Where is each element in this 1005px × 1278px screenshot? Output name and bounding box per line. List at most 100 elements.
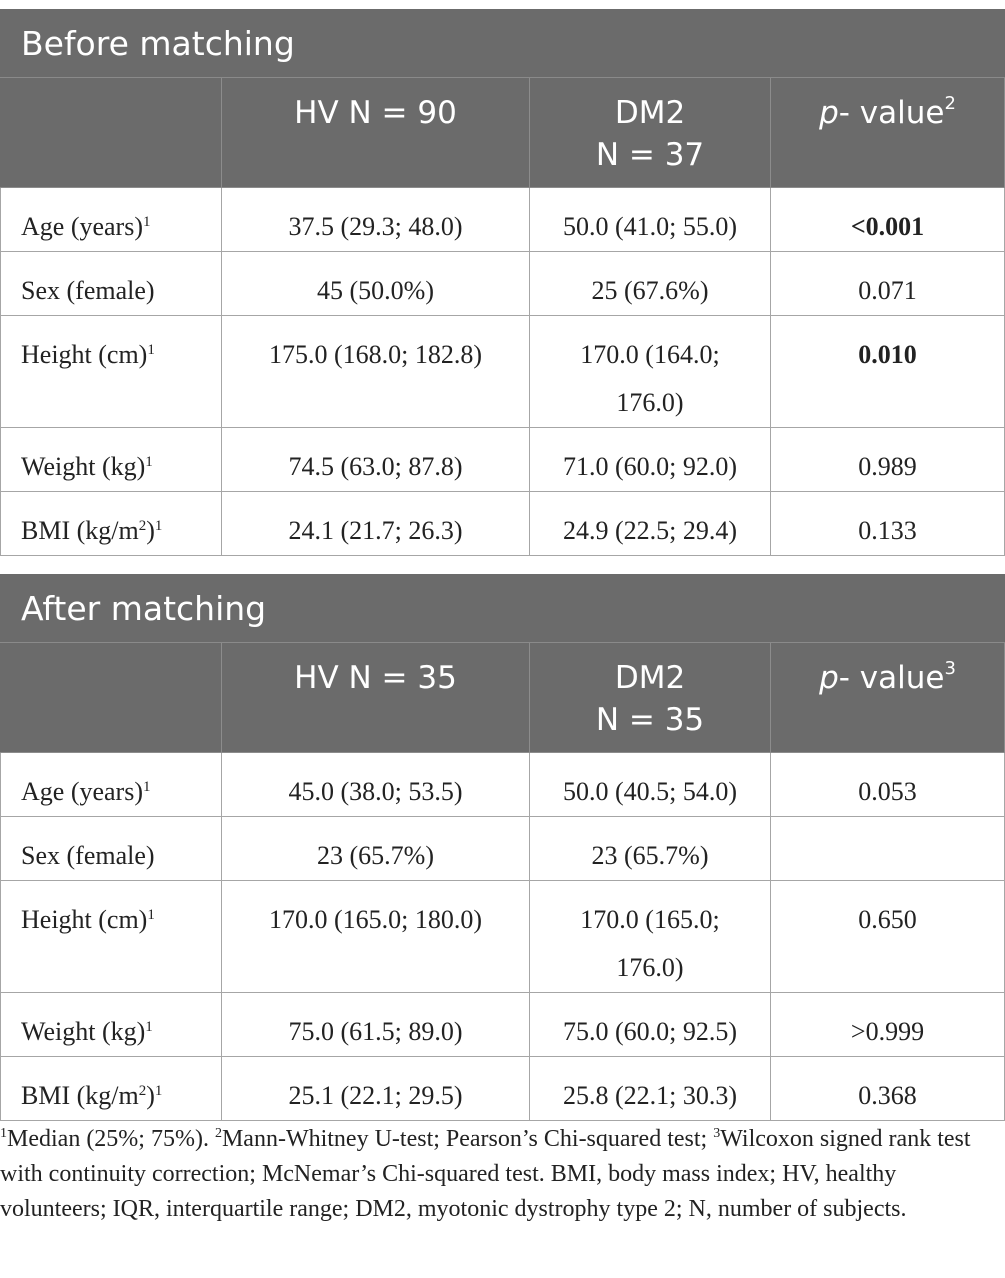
- cell-hv: 75.0 (61.5; 89.0): [221, 992, 530, 1057]
- cell-hv: 175.0 (168.0; 182.8): [221, 315, 530, 428]
- cell-pvalue: 0.071: [769, 251, 1005, 316]
- cell-dm2: 50.0 (41.0; 55.0): [529, 187, 771, 252]
- header-dm2-line2: N = 35: [595, 702, 705, 738]
- cell-pvalue: 0.133: [769, 491, 1005, 556]
- cell-hv: 24.1 (21.7; 26.3): [221, 491, 530, 556]
- row-label: BMI (kg/m2)1: [0, 491, 222, 556]
- cell-pvalue: 0.989: [769, 427, 1005, 492]
- row-label-text: Height (cm): [21, 340, 148, 369]
- row-label-sup: 1: [145, 454, 153, 470]
- header-pvalue-p: p: [819, 95, 839, 131]
- cell-hv: 25.1 (22.1; 29.5): [221, 1056, 530, 1121]
- header-hv: HV N = 90: [221, 77, 530, 188]
- header-dm2-line1: DM2: [614, 660, 686, 696]
- row-label-end: ): [146, 1081, 155, 1110]
- cell-pvalue: 0.368: [769, 1056, 1005, 1121]
- header-dm2: DM2 N = 35: [529, 642, 771, 753]
- row-label-text: Sex (female): [21, 276, 155, 305]
- header-dm2-line1: DM2: [614, 95, 686, 131]
- row-label-unit-sup: 2: [138, 518, 147, 534]
- row-label: Height (cm)1: [0, 880, 222, 993]
- cell-dm2: 24.9 (22.5; 29.4): [529, 491, 771, 556]
- cell-hv: 74.5 (63.0; 87.8): [221, 427, 530, 492]
- table-row-height: Height (cm)1 170.0 (165.0; 180.0) 170.0 …: [0, 880, 1005, 993]
- row-label: Weight (kg)1: [0, 992, 222, 1057]
- table-row-age: Age (years)1 45.0 (38.0; 53.5) 50.0 (40.…: [0, 752, 1005, 817]
- row-label-text: BMI (kg/m: [21, 1081, 139, 1110]
- row-label-text: Weight (kg): [21, 1017, 146, 1046]
- row-label-sup: 1: [147, 907, 155, 923]
- row-label: BMI (kg/m2)1: [0, 1056, 222, 1121]
- row-label-text: BMI (kg/m: [21, 516, 139, 545]
- cell-hv: 37.5 (29.3; 48.0): [221, 187, 530, 252]
- header-pvalue: p- value3: [769, 642, 1005, 753]
- row-label-sup: 1: [154, 1083, 163, 1099]
- row-label-text: Sex (female): [21, 841, 155, 870]
- footnote-text: Median (25%; 75%).: [7, 1126, 215, 1152]
- header-blank-cell: [0, 77, 222, 188]
- cell-pvalue: [769, 816, 1005, 881]
- cell-dm2: 75.0 (60.0; 92.5): [529, 992, 771, 1057]
- footnote-text: Wilcoxon signed rank test with continuit…: [0, 1126, 971, 1222]
- cell-dm2: 71.0 (60.0; 92.0): [529, 427, 771, 492]
- row-label-sup: 1: [154, 518, 163, 534]
- cell-dm2: 25.8 (22.1; 30.3): [529, 1056, 771, 1121]
- table-row-weight: Weight (kg)1 74.5 (63.0; 87.8) 71.0 (60.…: [0, 427, 1005, 492]
- row-label: Weight (kg)1: [0, 427, 222, 492]
- row-label-unit-sup: 2: [138, 1083, 147, 1099]
- table-row-weight: Weight (kg)1 75.0 (61.5; 89.0) 75.0 (60.…: [0, 992, 1005, 1057]
- cell-pvalue: 0.010: [769, 315, 1005, 428]
- table-row-sex: Sex (female) 45 (50.0%) 25 (67.6%) 0.071: [0, 251, 1005, 316]
- row-label: Age (years)1: [0, 187, 222, 252]
- cell-pvalue: 0.650: [769, 880, 1005, 993]
- table-title: Before matching: [0, 9, 1005, 78]
- footnote-sup: 1: [0, 1126, 7, 1141]
- table-title: After matching: [0, 574, 1005, 643]
- cell-pvalue: 0.053: [769, 752, 1005, 817]
- header-blank-cell: [0, 642, 222, 753]
- footnote-text: Mann-Whitney U-test; Pearson’s Chi-squar…: [221, 1126, 714, 1152]
- header-pvalue-text: - value: [838, 95, 945, 131]
- footnote-sup: 2: [214, 1126, 222, 1141]
- cell-dm2: 170.0 (165.0; 176.0): [529, 880, 771, 993]
- header-row: HV N = 90 DM2 N = 37 p- value2: [0, 77, 1005, 188]
- cell-pvalue: <0.001: [769, 187, 1005, 252]
- row-label-text: Age (years): [21, 777, 143, 806]
- row-label-text: Age (years): [21, 212, 143, 241]
- cell-dm2: 50.0 (40.5; 54.0): [529, 752, 771, 817]
- cell-hv: 23 (65.7%): [221, 816, 530, 881]
- cell-hv: 45 (50.0%): [221, 251, 530, 316]
- table-row-height: Height (cm)1 175.0 (168.0; 182.8) 170.0 …: [0, 315, 1005, 428]
- row-label-sup: 1: [143, 214, 151, 230]
- after-matching-table: After matching HV N = 35 DM2 N = 35 p- va…: [0, 574, 1005, 1121]
- header-pvalue-p: p: [819, 660, 839, 696]
- before-matching-table: Before matching HV N = 90 DM2 N = 37 p- v…: [0, 9, 1005, 556]
- header-dm2-line2: N = 37: [595, 137, 705, 173]
- table-footnote: 1Median (25%; 75%). 2Mann-Whitney U-test…: [0, 1122, 1004, 1227]
- cell-pvalue: >0.999: [769, 992, 1005, 1057]
- header-pvalue-text: - value: [838, 660, 945, 696]
- cell-dm2: 170.0 (164.0; 176.0): [529, 315, 771, 428]
- table-row-bmi: BMI (kg/m2)1 25.1 (22.1; 29.5) 25.8 (22.…: [0, 1056, 1005, 1121]
- cell-dm2: 25 (67.6%): [529, 251, 771, 316]
- row-label-sup: 1: [145, 1019, 153, 1035]
- row-label-text: Weight (kg): [21, 452, 146, 481]
- cell-hv: 170.0 (165.0; 180.0): [221, 880, 530, 993]
- row-label: Age (years)1: [0, 752, 222, 817]
- header-pvalue: p- value2: [769, 77, 1005, 188]
- row-label-text: Height (cm): [21, 905, 148, 934]
- row-label-sup: 1: [143, 779, 151, 795]
- row-label: Height (cm)1: [0, 315, 222, 428]
- table-row-bmi: BMI (kg/m2)1 24.1 (21.7; 26.3) 24.9 (22.…: [0, 491, 1005, 556]
- header-hv: HV N = 35: [221, 642, 530, 753]
- table-row-sex: Sex (female) 23 (65.7%) 23 (65.7%): [0, 816, 1005, 881]
- row-label: Sex (female): [0, 816, 222, 881]
- row-label-end: ): [146, 516, 155, 545]
- footnote-sup: 3: [713, 1126, 721, 1141]
- row-label-sup: 1: [147, 342, 155, 358]
- header-row: HV N = 35 DM2 N = 35 p- value3: [0, 642, 1005, 753]
- header-pvalue-sup: 3: [944, 658, 956, 679]
- header-pvalue-sup: 2: [944, 93, 956, 114]
- header-dm2: DM2 N = 37: [529, 77, 771, 188]
- cell-hv: 45.0 (38.0; 53.5): [221, 752, 530, 817]
